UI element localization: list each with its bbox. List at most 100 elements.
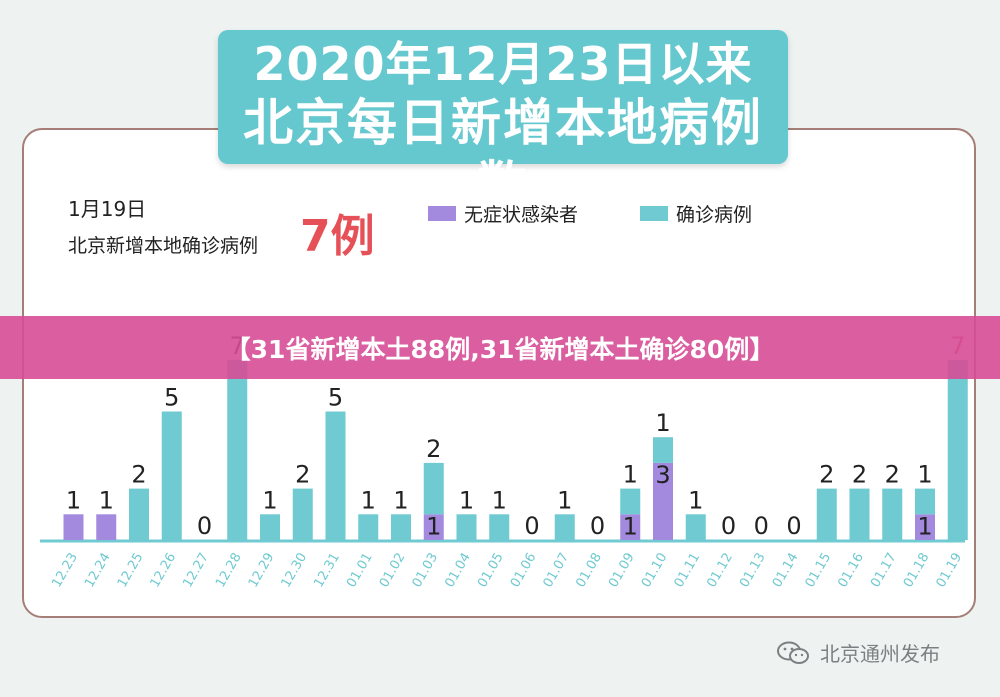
- data-label-total: 2: [852, 461, 867, 489]
- bar-confirmed: [653, 437, 673, 463]
- x-tick-label: 12.26: [148, 551, 180, 591]
- data-label-total: 0: [197, 512, 212, 540]
- x-tick-label: 01.05: [475, 551, 507, 591]
- x-tick-label: 01.09: [606, 551, 638, 591]
- data-label-total: 0: [721, 512, 736, 540]
- x-tick-label: 12.25: [115, 551, 147, 591]
- x-tick-label: 01.08: [573, 551, 605, 591]
- watermark-text: 北京通州发布: [820, 642, 940, 666]
- bar-asymptomatic: [620, 514, 641, 540]
- legend-label-asymptomatic: 无症状感染者: [464, 204, 579, 226]
- bar-confirmed: [292, 488, 313, 540]
- bar-asymptomatic: [423, 514, 444, 540]
- bar-confirmed: [129, 488, 149, 540]
- data-label-total: 5: [164, 384, 179, 412]
- data-label-confirmed: 1: [655, 409, 670, 437]
- data-label-total: 0: [590, 512, 605, 540]
- x-tick-label: 12.23: [49, 551, 81, 591]
- bar-confirmed: [391, 514, 411, 540]
- x-tick-label: 12.27: [180, 551, 212, 591]
- bar-confirmed: [554, 514, 575, 540]
- x-tick-label: 01.16: [835, 551, 867, 591]
- x-tick-label: 01.15: [803, 551, 835, 591]
- x-tick-label: 01.13: [737, 551, 769, 591]
- x-tick-label: 01.07: [541, 551, 573, 591]
- watermark: 北京通州发布: [776, 638, 940, 667]
- data-label-total: 2: [295, 461, 310, 489]
- data-label-asymptomatic: 1: [917, 512, 932, 540]
- bar-confirmed: [685, 514, 706, 540]
- title-banner: 2020年12月23日以来 北京每日新增本地病例数: [218, 30, 788, 214]
- bar-confirmed: [915, 488, 935, 515]
- x-tick-label: 12.28: [213, 551, 245, 591]
- bar-confirmed: [816, 488, 837, 540]
- bar-asymptomatic: [96, 514, 117, 540]
- data-label-total: 1: [688, 486, 703, 514]
- x-tick-label: 01.06: [508, 551, 540, 591]
- data-label-total: 1: [66, 486, 81, 514]
- summary-label: 北京新增本地确诊病例: [68, 235, 259, 257]
- x-tick-label: 01.17: [868, 551, 900, 591]
- data-label-confirmed: 2: [426, 435, 441, 463]
- x-tick-label: 01.11: [672, 551, 704, 591]
- news-banner: 【31省新增本土88例,31省新增本土确诊80例】: [0, 316, 1000, 379]
- data-label-total: 1: [393, 486, 408, 514]
- x-tick-label: 01.12: [704, 551, 736, 591]
- data-label-total: 1: [492, 486, 507, 514]
- x-tick-label: 12.31: [311, 551, 343, 591]
- bar-confirmed: [161, 411, 182, 540]
- data-label-total: 2: [131, 461, 146, 489]
- bar-confirmed: [620, 488, 641, 515]
- data-label-total: 1: [262, 486, 277, 514]
- bar-asymptomatic: [915, 514, 935, 540]
- data-label-asymptomatic: 3: [655, 461, 670, 489]
- bar-confirmed: [849, 488, 870, 540]
- bar-asymptomatic: [63, 514, 84, 540]
- x-tick-label: 12.30: [279, 551, 311, 591]
- legend-item-asymptomatic: 无症状感染者: [428, 200, 578, 227]
- x-tick-label: 01.10: [639, 551, 671, 591]
- data-label-total: 1: [557, 486, 572, 514]
- wechat-icon: [777, 641, 809, 664]
- legend-item-confirmed: 确诊病例: [640, 200, 752, 227]
- bar-confirmed: [423, 462, 444, 515]
- x-tick-label: 01.03: [410, 551, 442, 591]
- x-tick-label: 01.18: [901, 551, 933, 591]
- data-label-total: 2: [885, 461, 900, 489]
- data-label-total: 1: [361, 486, 376, 514]
- data-label-total: 0: [754, 512, 769, 540]
- legend-swatch-asymptomatic: [428, 206, 456, 221]
- title-line1: 2020年12月23日以来: [253, 37, 753, 91]
- data-label-total: 5: [328, 384, 343, 412]
- x-tick-label: 12.29: [246, 551, 278, 591]
- bar-confirmed: [882, 488, 903, 540]
- data-label-asymptomatic: 1: [426, 512, 441, 540]
- x-tick-label: 01.04: [442, 551, 474, 591]
- x-tick-label: 12.24: [82, 551, 114, 591]
- x-tick-label: 01.19: [934, 551, 966, 591]
- data-label-total: 0: [786, 512, 801, 540]
- bar-confirmed: [456, 514, 477, 540]
- bar-asymptomatic: [653, 462, 673, 540]
- data-label-total: 2: [819, 461, 834, 489]
- x-tick-label: 01.02: [377, 551, 409, 591]
- summary-value: 7例: [300, 211, 375, 262]
- legend-swatch-confirmed: [640, 206, 668, 221]
- x-tick-label: 01.01: [344, 551, 376, 591]
- x-tick-label: 01.14: [770, 551, 802, 591]
- bar-confirmed: [325, 411, 346, 540]
- data-label-total: 1: [459, 486, 474, 514]
- bar-confirmed: [947, 360, 968, 540]
- data-label-total: 0: [524, 512, 539, 540]
- bar-confirmed: [489, 514, 510, 540]
- bar-confirmed: [260, 514, 280, 540]
- title-line2: 北京每日新增本地病例数: [243, 94, 763, 214]
- legend-label-confirmed: 确诊病例: [676, 204, 753, 226]
- bar-confirmed: [358, 514, 379, 540]
- data-label-total: 1: [99, 486, 114, 514]
- summary-date: 1月19日: [68, 197, 147, 221]
- data-label-asymptomatic: 1: [623, 512, 638, 540]
- bar-confirmed: [227, 360, 248, 540]
- data-label-confirmed: 1: [623, 461, 638, 489]
